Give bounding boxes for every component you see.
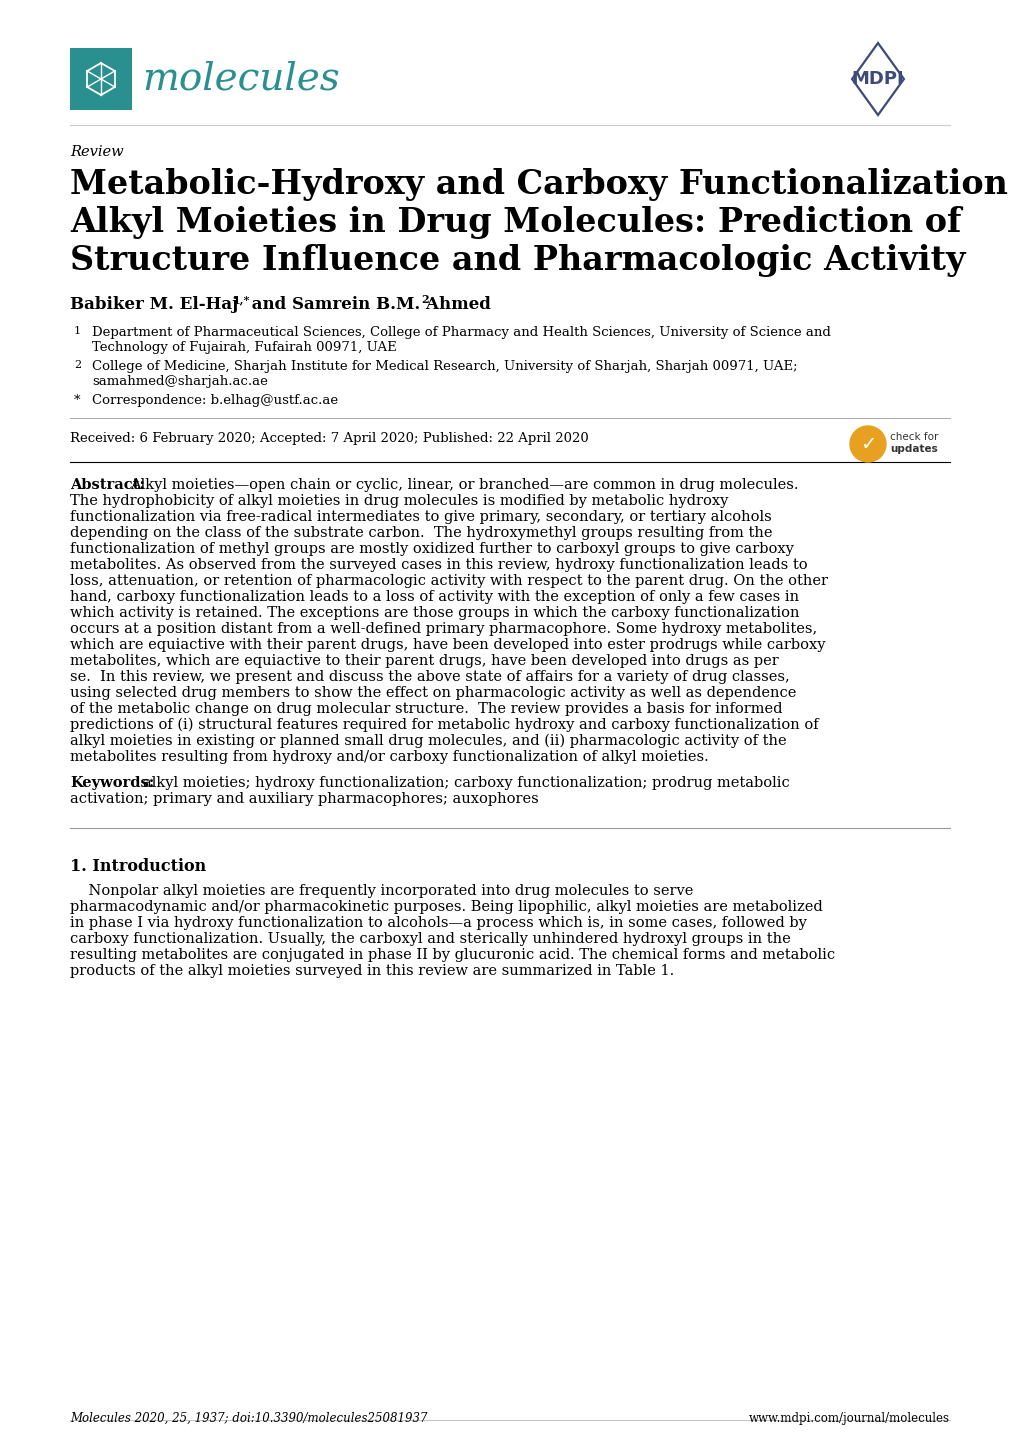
Text: *: * bbox=[74, 394, 81, 407]
Text: alkyl moieties; hydroxy functionalization; carboxy functionalization; prodrug me: alkyl moieties; hydroxy functionalizatio… bbox=[143, 776, 789, 790]
Text: predictions of (i) structural features required for metabolic hydroxy and carbox: predictions of (i) structural features r… bbox=[70, 718, 818, 733]
Text: Keywords:: Keywords: bbox=[70, 776, 154, 790]
Text: molecules: molecules bbox=[142, 61, 339, 98]
Text: ✓: ✓ bbox=[859, 434, 875, 453]
Text: Structure Influence and Pharmacologic Activity: Structure Influence and Pharmacologic Ac… bbox=[70, 244, 965, 277]
Text: loss, attenuation, or retention of pharmacologic activity with respect to the pa: loss, attenuation, or retention of pharm… bbox=[70, 574, 827, 588]
Text: Abstract:: Abstract: bbox=[70, 477, 145, 492]
Text: 1: 1 bbox=[74, 326, 82, 336]
Text: updates: updates bbox=[890, 444, 936, 454]
Text: products of the alkyl moieties surveyed in this review are summarized in Table 1: products of the alkyl moieties surveyed … bbox=[70, 965, 674, 978]
Text: carboxy functionalization. Usually, the carboxyl and sterically unhindered hydro: carboxy functionalization. Usually, the … bbox=[70, 932, 790, 946]
Text: activation; primary and auxiliary pharmacophores; auxophores: activation; primary and auxiliary pharma… bbox=[70, 792, 538, 806]
Text: using selected drug members to show the effect on pharmacologic activity as well: using selected drug members to show the … bbox=[70, 686, 796, 699]
Text: Alkyl Moieties in Drug Molecules: Prediction of: Alkyl Moieties in Drug Molecules: Predic… bbox=[70, 206, 961, 239]
Text: alkyl moieties in existing or planned small drug molecules, and (ii) pharmacolog: alkyl moieties in existing or planned sm… bbox=[70, 734, 786, 748]
Text: metabolites. As observed from the surveyed cases in this review, hydroxy functio: metabolites. As observed from the survey… bbox=[70, 558, 807, 572]
Text: samahmed@sharjah.ac.ae: samahmed@sharjah.ac.ae bbox=[92, 375, 268, 388]
Text: The hydrophobicity of alkyl moieties in drug molecules is modified by metabolic : The hydrophobicity of alkyl moieties in … bbox=[70, 495, 728, 508]
Text: which are equiactive with their parent drugs, have been developed into ester pro: which are equiactive with their parent d… bbox=[70, 637, 824, 652]
Text: Molecules 2020, 25, 1937; doi:10.3390/molecules25081937: Molecules 2020, 25, 1937; doi:10.3390/mo… bbox=[70, 1412, 427, 1425]
Text: functionalization of methyl groups are mostly oxidized further to carboxyl group: functionalization of methyl groups are m… bbox=[70, 542, 793, 557]
Circle shape bbox=[849, 425, 886, 461]
Text: 2: 2 bbox=[421, 294, 428, 306]
Text: Correspondence: b.elhag@ustf.ac.ae: Correspondence: b.elhag@ustf.ac.ae bbox=[92, 394, 337, 407]
Text: depending on the class of the substrate carbon.  The hydroxymethyl groups result: depending on the class of the substrate … bbox=[70, 526, 771, 539]
Text: Nonpolar alkyl moieties are frequently incorporated into drug molecules to serve: Nonpolar alkyl moieties are frequently i… bbox=[70, 884, 693, 898]
Text: occurs at a position distant from a well-defined primary pharmacophore. Some hyd: occurs at a position distant from a well… bbox=[70, 622, 816, 636]
Text: resulting metabolites are conjugated in phase II by glucuronic acid. The chemica: resulting metabolites are conjugated in … bbox=[70, 947, 835, 962]
Text: 2: 2 bbox=[74, 360, 82, 371]
Text: se.  In this review, we present and discuss the above state of affairs for a var: se. In this review, we present and discu… bbox=[70, 671, 789, 684]
Text: Babiker M. El-Haj: Babiker M. El-Haj bbox=[70, 296, 238, 313]
Text: and Samrein B.M. Ahmed: and Samrein B.M. Ahmed bbox=[246, 296, 490, 313]
Text: metabolites, which are equiactive to their parent drugs, have been developed int: metabolites, which are equiactive to the… bbox=[70, 655, 777, 668]
Text: College of Medicine, Sharjah Institute for Medical Research, University of Sharj: College of Medicine, Sharjah Institute f… bbox=[92, 360, 797, 373]
Text: Alkyl moieties—open chain or cyclic, linear, or branched—are common in drug mole: Alkyl moieties—open chain or cyclic, lin… bbox=[129, 477, 798, 492]
Text: functionalization via free-radical intermediates to give primary, secondary, or : functionalization via free-radical inter… bbox=[70, 510, 771, 523]
Text: MDPI: MDPI bbox=[851, 71, 904, 88]
Text: 1,*: 1,* bbox=[232, 294, 250, 306]
Text: 1. Introduction: 1. Introduction bbox=[70, 858, 206, 875]
Text: Review: Review bbox=[70, 146, 123, 159]
Text: www.mdpi.com/journal/molecules: www.mdpi.com/journal/molecules bbox=[748, 1412, 949, 1425]
Text: Department of Pharmaceutical Sciences, College of Pharmacy and Health Sciences, : Department of Pharmaceutical Sciences, C… bbox=[92, 326, 830, 339]
Text: Metabolic-Hydroxy and Carboxy Functionalization of: Metabolic-Hydroxy and Carboxy Functional… bbox=[70, 169, 1019, 200]
Text: Received: 6 February 2020; Accepted: 7 April 2020; Published: 22 April 2020: Received: 6 February 2020; Accepted: 7 A… bbox=[70, 433, 588, 446]
Text: in phase I via hydroxy functionalization to alcohols—a process which is, in some: in phase I via hydroxy functionalization… bbox=[70, 916, 806, 930]
Text: Technology of Fujairah, Fufairah 00971, UAE: Technology of Fujairah, Fufairah 00971, … bbox=[92, 340, 396, 353]
FancyBboxPatch shape bbox=[70, 48, 131, 110]
Text: which activity is retained. The exceptions are those groups in which the carboxy: which activity is retained. The exceptio… bbox=[70, 606, 799, 620]
Text: hand, carboxy functionalization leads to a loss of activity with the exception o: hand, carboxy functionalization leads to… bbox=[70, 590, 798, 604]
Text: of the metabolic change on drug molecular structure.  The review provides a basi: of the metabolic change on drug molecula… bbox=[70, 702, 782, 717]
Text: check for: check for bbox=[890, 433, 937, 443]
Text: pharmacodynamic and/or pharmacokinetic purposes. Being lipophilic, alkyl moietie: pharmacodynamic and/or pharmacokinetic p… bbox=[70, 900, 822, 914]
Text: metabolites resulting from hydroxy and/or carboxy functionalization of alkyl moi: metabolites resulting from hydroxy and/o… bbox=[70, 750, 708, 764]
